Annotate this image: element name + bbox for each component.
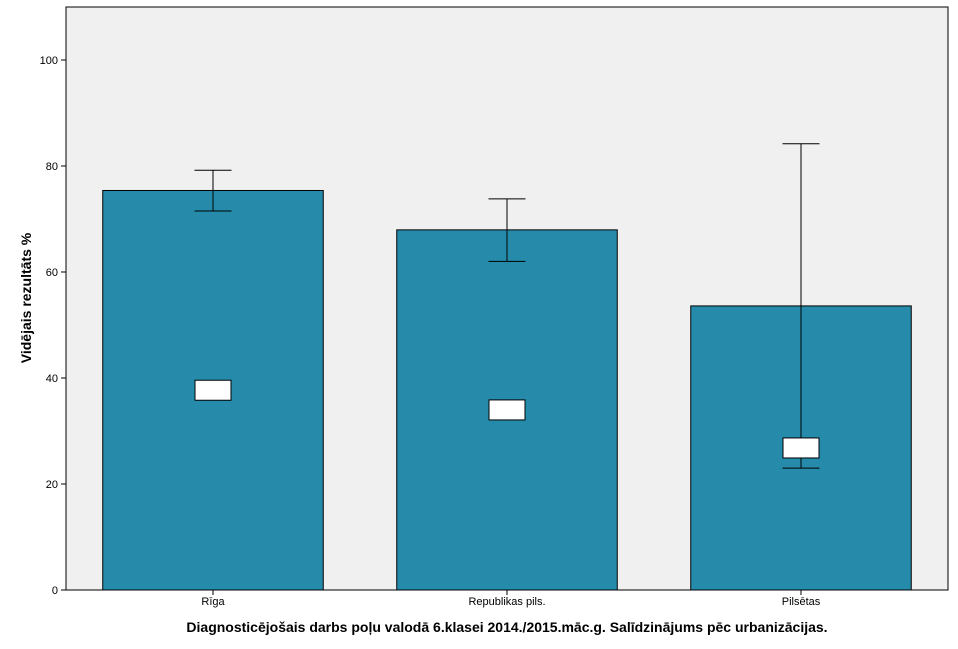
data-label-box [194, 379, 232, 401]
data-label-box [488, 399, 526, 421]
x-tick-label: Rīga [201, 596, 225, 608]
y-axis: 0 20 40 60 80 100 [40, 55, 66, 597]
x-tick-label: Republikas pils. [468, 596, 545, 608]
y-tick-label: 40 [46, 373, 58, 385]
x-tick-label: Pilsētas [782, 596, 821, 608]
y-tick-label: 80 [46, 161, 58, 173]
y-tick-label: 20 [46, 479, 58, 491]
y-tick-label: 60 [46, 267, 58, 279]
y-tick-label: 0 [52, 585, 58, 597]
y-tick-label: 100 [40, 55, 58, 67]
data-label-box [782, 437, 820, 459]
x-axis-title: Diagnosticējošais darbs poļu valodā 6.kl… [186, 619, 827, 635]
x-axis: Rīga Republikas pils. Pilsētas [201, 590, 821, 608]
data-labels [194, 379, 820, 459]
y-axis-title: Vidējais rezultāts % [18, 232, 34, 363]
